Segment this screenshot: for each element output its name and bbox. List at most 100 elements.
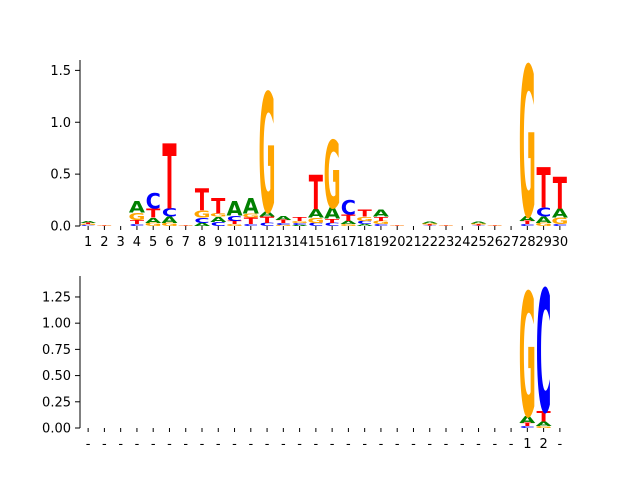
x-tick-label: - (558, 437, 563, 452)
logo-letter-c: C (536, 257, 551, 452)
logo-letter-g: G (210, 213, 227, 218)
x-tick-label: 6 (165, 235, 173, 250)
x-tick-label: - (411, 437, 416, 452)
logo-letter-t: T (358, 208, 373, 220)
logo-letter-g: G (421, 223, 438, 225)
logo-letter-t: T (439, 225, 453, 226)
logo-letter-t: T (537, 156, 551, 221)
logo-letter-t: T (276, 219, 291, 224)
logo-letter-c: C (276, 222, 291, 225)
logo-letter-t: T (390, 225, 404, 226)
x-tick-label: - (151, 437, 156, 452)
x-tick-label: - (460, 437, 465, 452)
logo-letter-g: G (535, 222, 552, 227)
logo-letter-c: C (259, 222, 274, 227)
x-tick-label: 2 (539, 437, 547, 452)
logo-letter-a: A (243, 193, 260, 218)
x-tick-label: - (330, 437, 335, 452)
logo-letter-a: A (80, 220, 97, 223)
logo-letter-c: C (162, 206, 177, 220)
x-tick-label: 19 (373, 235, 390, 250)
x-tick-label: 10 (226, 235, 243, 250)
x-tick-label: 13 (275, 235, 292, 250)
x-tick-label: - (265, 437, 270, 452)
x-tick-label: 22 (421, 235, 438, 250)
x-tick-label: - (379, 437, 384, 452)
logo-letter-t: T (374, 216, 389, 223)
logo-letter-g: G (226, 224, 243, 227)
y-tick-label: 1.0 (50, 116, 71, 131)
x-tick-label: 23 (438, 235, 455, 250)
logo-letter-a: A (161, 215, 178, 225)
logo-letter-g: G (389, 225, 406, 226)
logo-letter-a: A (194, 222, 211, 227)
x-tick-label: - (395, 437, 400, 452)
logo-letter-g: G (486, 225, 503, 226)
logo-letter-a: A (519, 414, 536, 426)
logo-letter-a: A (470, 222, 487, 224)
logo-letter-g: G (372, 220, 389, 225)
logo-letter-t: T (97, 225, 111, 226)
logo-letter-t: T (309, 165, 323, 221)
logo-letter-g: G (340, 224, 357, 227)
y-tick-label: 1.25 (42, 290, 71, 305)
logo-letter-t: T (520, 422, 535, 427)
logo-letter-a: A (536, 421, 552, 428)
x-tick-label: - (167, 437, 172, 452)
x-tick-label: - (102, 437, 107, 452)
logo-letter-c: C (211, 221, 226, 228)
x-tick-label: 1 (84, 235, 92, 250)
logo-letter-g: G (242, 212, 259, 219)
logo-letter-c: C (552, 224, 567, 227)
logo-letter-c: C (194, 216, 209, 224)
x-tick-label: 25 (470, 235, 487, 250)
x-tick-label: - (232, 437, 237, 452)
logo-letter-a: A (129, 199, 146, 217)
x-tick-label: - (297, 437, 302, 452)
logo-letter-a: A (519, 214, 535, 222)
y-tick-label: 0.00 (42, 422, 71, 437)
logo-letter-t: T (537, 409, 552, 426)
logo-letter-a: A (308, 207, 324, 221)
logo-letter-g: G (193, 209, 210, 221)
logo-letter-g: G (96, 225, 113, 226)
logo-letter-g: G (291, 220, 308, 223)
logo-letter-c: C (373, 224, 388, 227)
logo-letter-c: C (325, 222, 340, 227)
x-tick-label: 9 (214, 235, 222, 250)
logo-letter-t: T (211, 193, 226, 218)
logo-letter-g: G (470, 223, 487, 225)
logo-letter-t: T (553, 169, 567, 220)
x-tick-label: 5 (149, 235, 157, 250)
logo-letter-g: G (324, 122, 341, 230)
y-tick-label: 1.5 (50, 64, 71, 79)
logo-letter-g: G (519, 24, 536, 265)
logo-letter-c: C (308, 222, 323, 227)
logo-letter-g: G (551, 216, 568, 226)
logo-letter-t: T (81, 223, 95, 225)
logo-letter-g: G (356, 216, 373, 223)
logo-letter-g: G (259, 61, 276, 250)
logo-letter-a: A (145, 216, 161, 224)
logo-letter-c: C (227, 214, 242, 222)
x-tick-label: 12 (259, 235, 276, 250)
x-tick-label: 15 (308, 235, 325, 250)
logo-letter-a: A (357, 224, 374, 227)
x-tick-label: 21 (405, 235, 422, 250)
logo-letter-g: G (437, 225, 454, 226)
logo-letter-a: A (422, 222, 439, 224)
logo-letter-c: C (520, 224, 535, 227)
logo-letter-g: G (161, 222, 178, 227)
x-tick-label: - (281, 437, 286, 452)
logo-letter-c: C (81, 225, 96, 227)
x-tick-label: 7 (182, 235, 190, 250)
logo-letter-a: A (275, 215, 291, 222)
x-tick-label: - (183, 437, 188, 452)
x-tick-label: 1 (523, 437, 531, 452)
x-tick-label: - (135, 437, 140, 452)
logo-letter-t: T (162, 127, 176, 230)
logo-letter-a: A (536, 215, 553, 225)
y-tick-label: 0.75 (42, 343, 71, 358)
y-tick-label: 0.25 (42, 395, 71, 410)
